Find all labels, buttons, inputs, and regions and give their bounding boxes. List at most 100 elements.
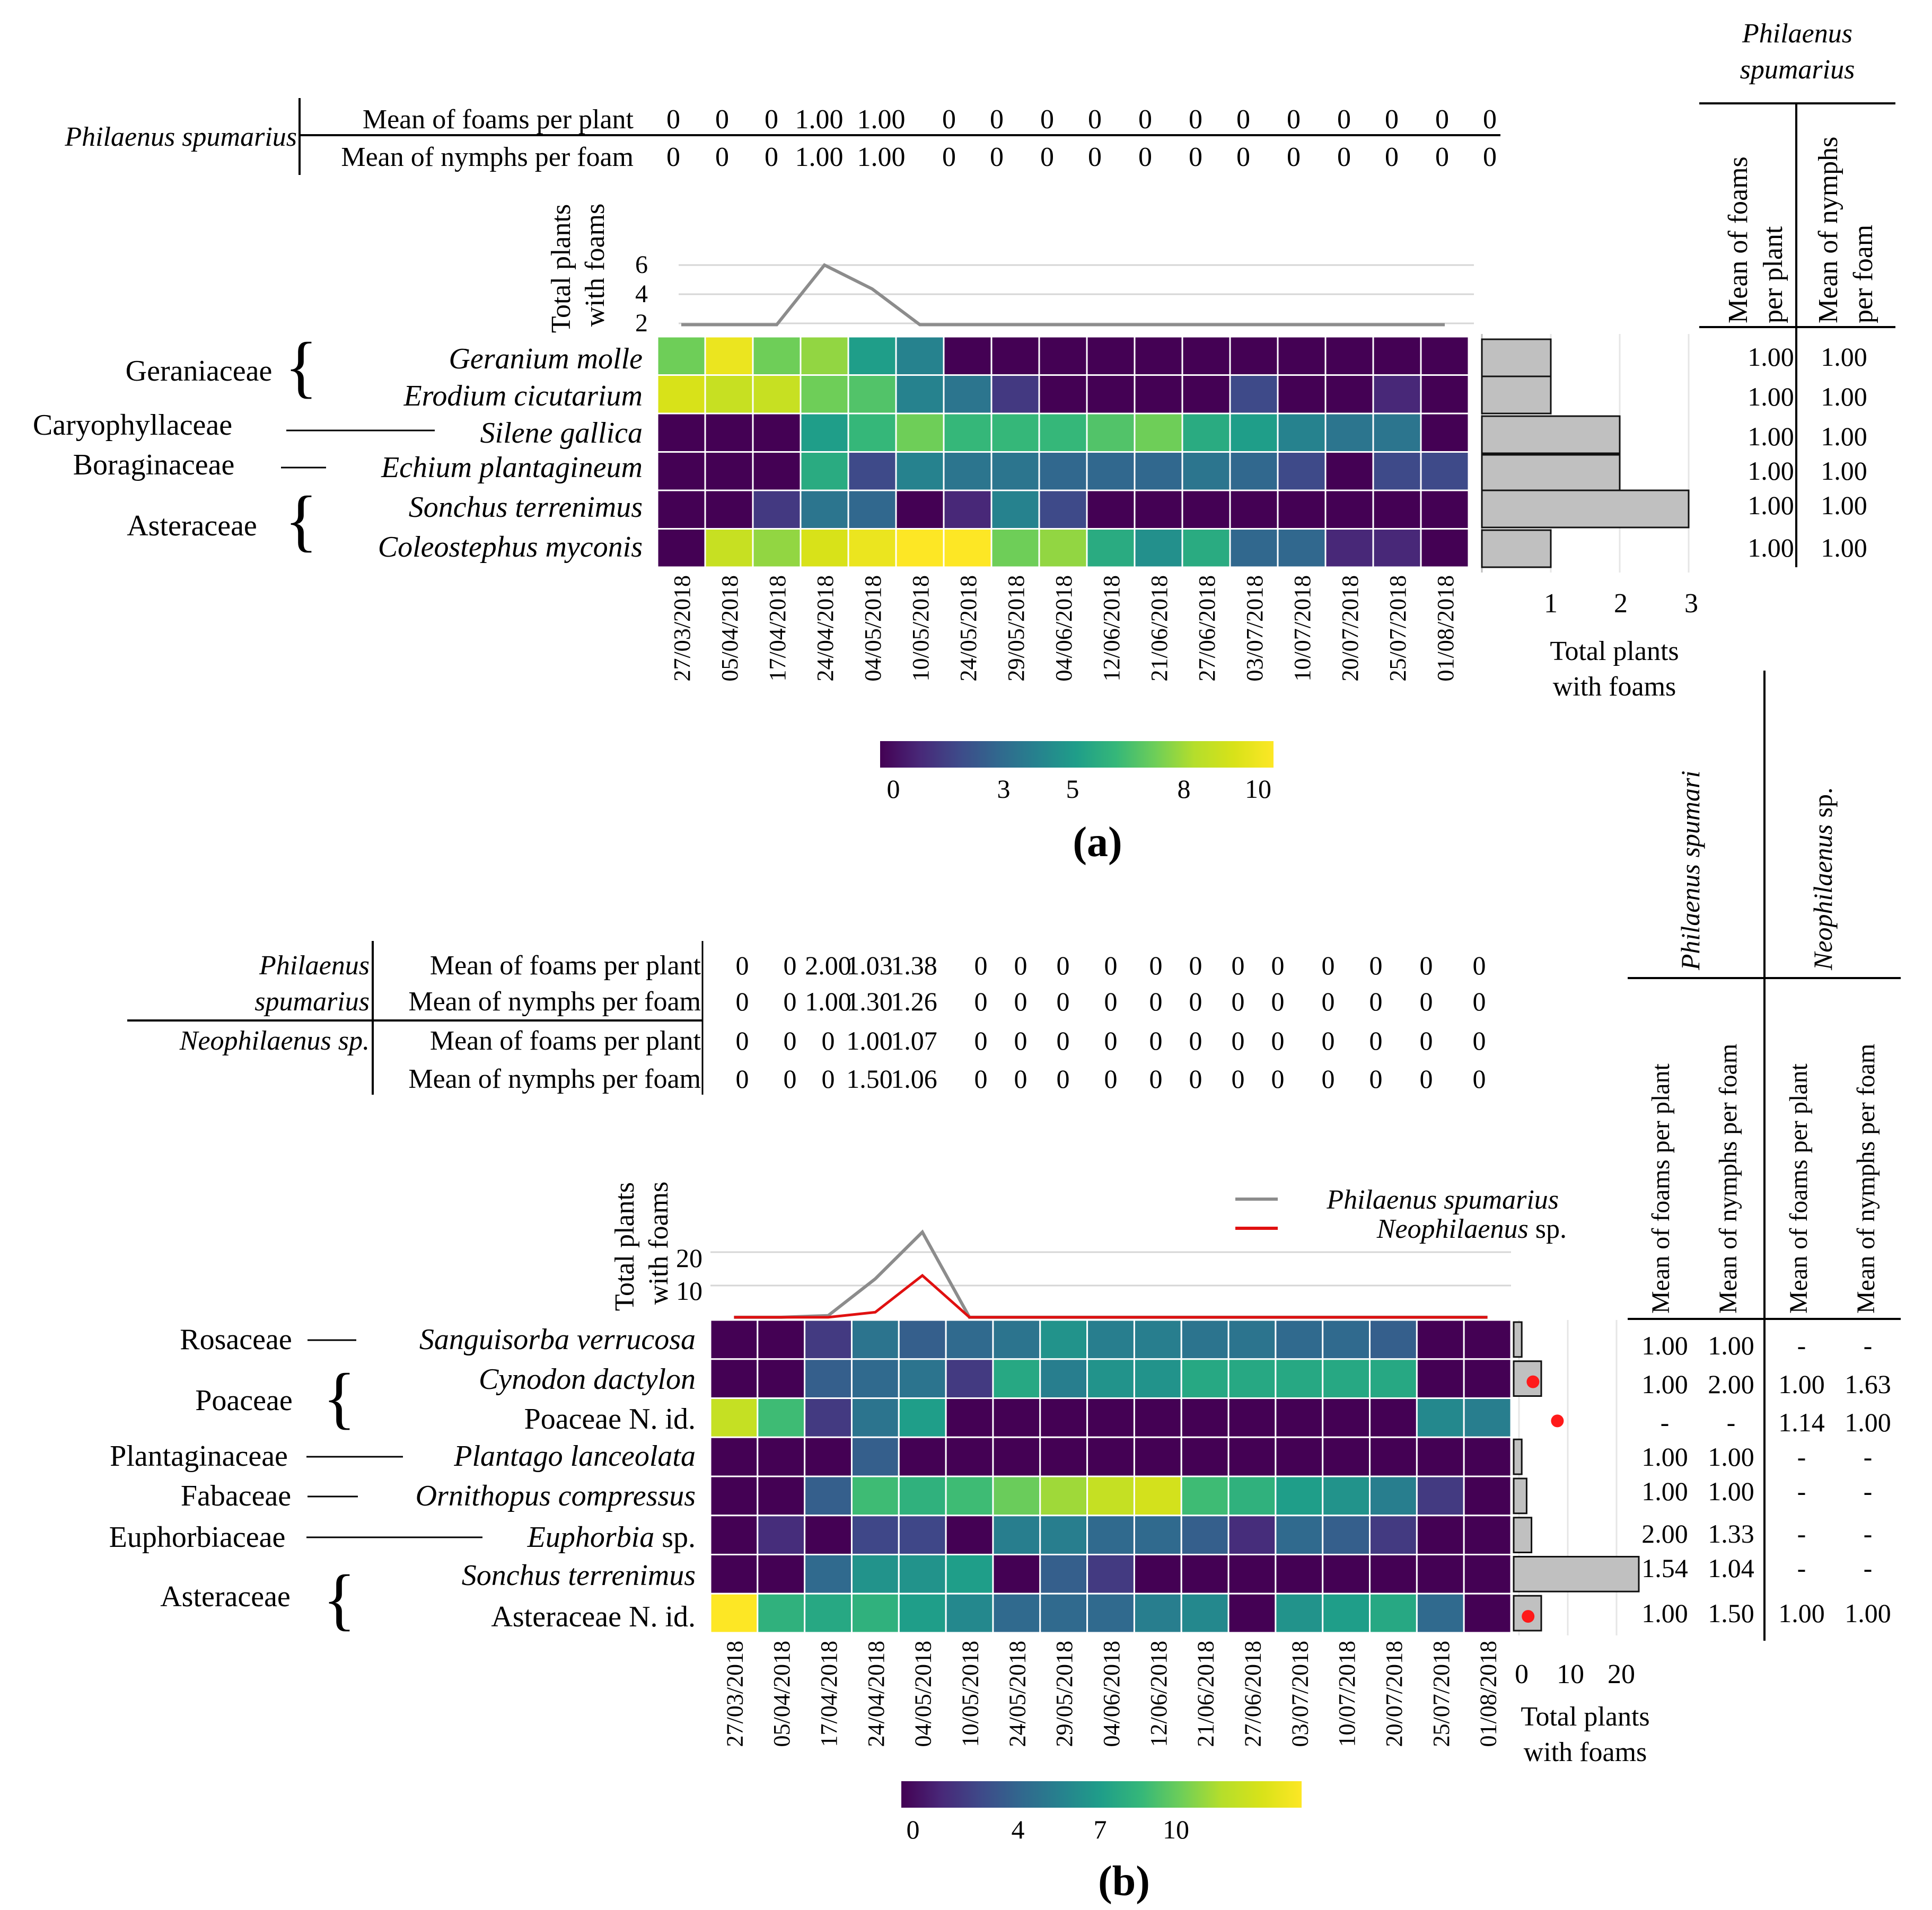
species-label: Sonchus terrenimus <box>409 491 643 524</box>
panel-a-foams-value: 0 <box>1435 104 1449 135</box>
heatmap-cell <box>1086 489 1136 530</box>
date-label: 05/04/2018 <box>769 1641 795 1747</box>
heatmap-cell <box>800 374 849 415</box>
heatmap-cell <box>1038 374 1088 415</box>
heatmap-cell <box>850 1436 900 1477</box>
heatmap-cell <box>800 528 849 568</box>
heatmap-cell <box>850 1475 900 1517</box>
date-label: 10/05/2018 <box>908 575 934 681</box>
panel-a-bars <box>1481 338 1690 568</box>
heatmap-cell <box>1039 1436 1088 1477</box>
heatmap-cell <box>804 1475 853 1517</box>
heatmap-cell <box>898 1397 947 1438</box>
heatmap-cell <box>1369 1358 1418 1399</box>
panel-b-table-value: 0 <box>736 1064 749 1094</box>
heatmap-cell <box>990 374 1040 415</box>
heatmap-cell <box>709 1397 759 1438</box>
right-value: 1.54 <box>1641 1553 1688 1583</box>
right-value: 1.14 <box>1778 1407 1825 1437</box>
panel-b-table-value: 0 <box>1369 987 1383 1016</box>
bar <box>1481 529 1552 568</box>
panel-b-table-value: 0 <box>1232 1064 1245 1094</box>
panel-a-species-labels: Geranium molle Erodium cicutarium Silene g… <box>378 342 643 564</box>
point <box>1522 1610 1535 1623</box>
heatmap-cell <box>1086 1358 1135 1399</box>
panel-b-family-fabaceae: Fabaceae <box>181 1480 291 1512</box>
heatmap-cell <box>990 489 1040 530</box>
panel-a-insect-label: Philaenus spumarius <box>64 122 297 152</box>
panel-a-bar-tick-1: 1 <box>1544 588 1558 619</box>
panel-b-table-value: 0 <box>1057 1064 1070 1094</box>
panel-b-table-value: 0 <box>736 950 749 980</box>
heatmap-cell <box>1227 1319 1277 1360</box>
panel-b-table-value: 0 <box>1369 1026 1383 1055</box>
bar <box>1481 454 1621 492</box>
species-label: Erodium cicutarium <box>403 380 643 412</box>
heatmap-cell <box>1463 1554 1512 1595</box>
panel-b-heatmap <box>709 1319 1512 1634</box>
heatmap-cell <box>1369 1515 1418 1555</box>
heatmap-cell <box>752 412 802 453</box>
heatmap-cell <box>1275 1319 1324 1360</box>
panel-a-right-col-nymphs-1: Mean of nymphs <box>1813 137 1843 323</box>
date-label: 27/03/2018 <box>722 1641 748 1747</box>
heatmap-cell <box>1322 1592 1371 1634</box>
panel-a-foams-value: 0 <box>666 104 680 135</box>
heatmap-cell <box>757 1358 806 1399</box>
heatmap-cell <box>1086 1515 1135 1555</box>
heatmap-cell <box>656 412 706 453</box>
bar <box>1513 1438 1523 1475</box>
panel-b-table-value: 0 <box>974 950 988 980</box>
heatmap-cell <box>1086 412 1136 453</box>
right-value: 1.00 <box>1821 490 1867 520</box>
panel-b-bars <box>1513 1321 1640 1632</box>
heatmap-cell <box>1227 1358 1277 1399</box>
heatmap-cell <box>992 1358 1041 1399</box>
panel-a-family-asteraceae: Asteraceae <box>127 509 257 542</box>
date-label: 24/04/2018 <box>863 1641 889 1747</box>
colorbar-tick: 7 <box>1094 1815 1107 1844</box>
right-value: 1.00 <box>1708 1331 1754 1360</box>
point <box>1526 1375 1540 1388</box>
heatmap-cell <box>709 1475 759 1517</box>
heatmap-cell <box>847 412 897 453</box>
heatmap-cell <box>656 528 706 568</box>
heatmap-cell <box>1229 336 1279 376</box>
panel-b-table-value: 0 <box>1189 950 1202 980</box>
panel-a-colorbar <box>880 741 1274 768</box>
heatmap-cell <box>704 489 754 530</box>
heatmap-cell <box>895 412 945 453</box>
heatmap-cell <box>1463 1397 1512 1438</box>
panel-b-table-value: 0 <box>784 950 797 980</box>
heatmap-cell <box>1133 1397 1182 1438</box>
heatmap-cell <box>990 412 1040 453</box>
heatmap-cell <box>656 374 706 415</box>
panel-b-brace-poaceae: { <box>323 1360 356 1436</box>
panel-a-bar-axis-label-2: with foams <box>1553 672 1676 702</box>
panel-a-label: (a) <box>1073 819 1122 866</box>
heatmap-cell <box>1133 1358 1182 1399</box>
panel-a-bar-axis-label-1: Total plants <box>1550 636 1679 666</box>
panel-b-table-value: 1.30 <box>846 987 893 1016</box>
heatmap-cell <box>1463 1515 1512 1555</box>
right-value: 1.00 <box>1821 342 1867 372</box>
panel-b-species-labels: Sanguisorba verrucosa Cynodon dactylon Poa… <box>416 1323 696 1633</box>
heatmap-cell <box>1133 1592 1182 1634</box>
panel-b-table-value: 0 <box>1232 950 1245 980</box>
date-label: 10/07/2018 <box>1289 575 1315 681</box>
panel-b-table-value: 0 <box>1149 1064 1163 1094</box>
panel-a-right-header-1: Philaenus <box>1742 19 1852 49</box>
panel-a-foams-value: 0 <box>1385 104 1399 135</box>
panel-a-right-col-nymphs: Mean of nymphs per foam <box>1813 130 1878 323</box>
right-value: - <box>1864 1519 1873 1548</box>
panel-b-table-value: 1.50 <box>846 1064 893 1094</box>
panel-b-table-value: 0 <box>1057 950 1070 980</box>
heatmap-cell <box>709 1554 759 1595</box>
heatmap-cell <box>1039 1592 1088 1634</box>
heatmap-cell <box>752 489 802 530</box>
panel-b-table-value: 0 <box>1420 950 1433 980</box>
panel-b-table-value: 0 <box>1104 1064 1118 1094</box>
panel-a-family-geraniaceae: Geraniaceae <box>126 355 273 388</box>
heatmap-cell <box>709 1592 759 1634</box>
heatmap-cell <box>1322 1554 1371 1595</box>
